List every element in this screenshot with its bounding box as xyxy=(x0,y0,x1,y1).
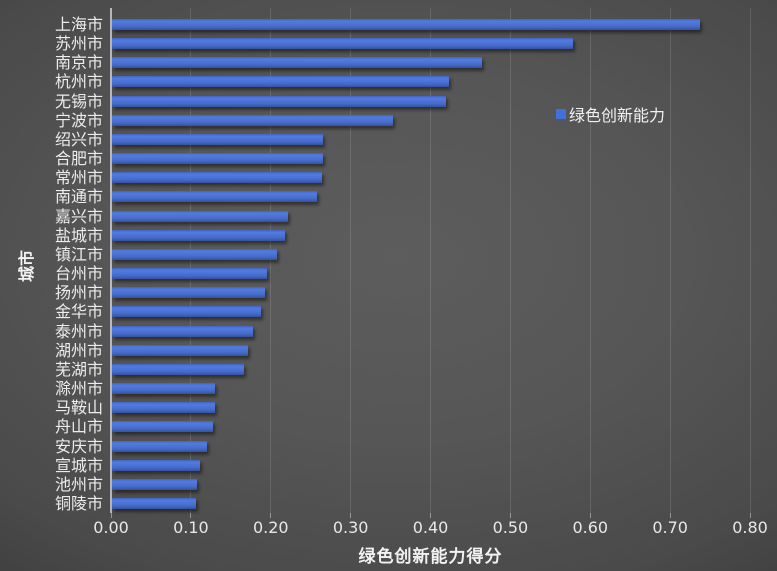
bar-湖州市 xyxy=(112,344,249,356)
x-tick-label: 0.40 xyxy=(412,518,449,537)
gridline xyxy=(589,8,591,513)
bar-铜陵市 xyxy=(112,498,196,509)
bar-芜湖市 xyxy=(112,363,244,375)
bar-南京市 xyxy=(112,57,482,69)
bar-杭州市 xyxy=(112,76,449,88)
y-category-label: 金华市 xyxy=(54,302,103,322)
bar-马鞍山 xyxy=(112,402,215,414)
y-axis-line xyxy=(110,8,112,513)
bar-合肥市 xyxy=(112,153,323,165)
bar-金华市 xyxy=(112,306,262,318)
legend-label: 绿色创新能力 xyxy=(569,106,666,125)
gridline xyxy=(190,8,192,513)
y-category-label: 滁州市 xyxy=(54,379,103,399)
gridline xyxy=(430,8,431,513)
y-category-label: 马鞍山 xyxy=(54,398,103,418)
x-tick-label: 0.80 xyxy=(732,518,768,537)
y-category-label: 宣城市 xyxy=(54,455,103,475)
y-category-label: 镇江市 xyxy=(54,244,103,264)
axis-tick xyxy=(589,513,591,518)
bar-南通市 xyxy=(112,191,318,203)
x-tick-label: 0.60 xyxy=(572,518,609,537)
y-category-label: 上海市 xyxy=(54,15,103,34)
axis-tick xyxy=(350,513,352,518)
axis-tick xyxy=(270,513,272,518)
y-axis-title: 城市 xyxy=(17,249,36,283)
y-category-label: 铜陵市 xyxy=(54,494,103,513)
gridline xyxy=(669,8,671,513)
y-category-label: 安庆市 xyxy=(54,436,103,456)
x-tick-label: 0.00 xyxy=(93,518,129,537)
bar-扬州市 xyxy=(112,287,266,299)
bar-嘉兴市 xyxy=(112,210,289,222)
legend: 绿色创新能力 xyxy=(556,103,665,125)
y-category-label: 合肥市 xyxy=(54,149,103,169)
bar-池州市 xyxy=(112,478,198,490)
x-tick-label: 0.10 xyxy=(173,518,209,537)
y-category-label: 湖州市 xyxy=(54,340,103,360)
gridline xyxy=(749,8,751,513)
x-tick-label: 0.50 xyxy=(492,518,529,537)
y-category-label: 台州市 xyxy=(54,264,103,284)
bar-镇江市 xyxy=(112,248,278,260)
bar-苏州市 xyxy=(112,38,573,50)
y-category-label: 苏州市 xyxy=(54,34,103,54)
bar-宣城市 xyxy=(112,459,201,471)
bar-上海市 xyxy=(112,19,701,30)
x-tick-label: 0.20 xyxy=(252,518,289,537)
y-category-label: 扬州市 xyxy=(54,283,103,303)
bar-宁波市 xyxy=(112,114,393,126)
gridline xyxy=(509,8,511,513)
y-category-label: 杭州市 xyxy=(54,72,103,92)
bar-盐城市 xyxy=(112,229,286,241)
axis-tick xyxy=(430,513,431,518)
axis-tick xyxy=(669,513,671,518)
bar-舟山市 xyxy=(112,421,214,433)
bar-无锡市 xyxy=(112,95,447,107)
axis-tick xyxy=(110,513,112,518)
y-category-label: 南通市 xyxy=(54,187,103,207)
y-category-label: 常州市 xyxy=(54,168,103,188)
y-category-label: 无锡市 xyxy=(54,91,103,111)
x-tick-label: 0.30 xyxy=(332,518,369,537)
axis-tick xyxy=(749,513,751,518)
y-category-label: 南京市 xyxy=(54,53,103,73)
bar-安庆市 xyxy=(112,440,207,452)
y-category-label: 嘉兴市 xyxy=(54,206,103,226)
y-category-label: 池州市 xyxy=(54,474,103,494)
bar-台州市 xyxy=(112,268,267,280)
bar-常州市 xyxy=(112,172,322,184)
axis-tick xyxy=(190,513,192,518)
y-category-label: 宁波市 xyxy=(54,110,103,130)
x-axis-title: 绿色创新能力得分 xyxy=(358,547,503,567)
y-category-label: 芜湖市 xyxy=(54,359,103,379)
y-category-label: 泰州市 xyxy=(54,321,103,341)
gridline xyxy=(350,8,352,513)
bar-滁州市 xyxy=(112,383,215,395)
bar-绍兴市 xyxy=(112,133,324,145)
y-category-label: 盐城市 xyxy=(54,225,103,245)
y-category-label: 绍兴市 xyxy=(54,129,103,149)
bar-泰州市 xyxy=(112,325,254,337)
y-category-label: 舟山市 xyxy=(54,417,103,437)
axis-tick xyxy=(509,513,511,518)
x-tick-label: 0.70 xyxy=(652,518,688,537)
legend-square-icon xyxy=(556,109,566,119)
gridline xyxy=(270,8,272,513)
